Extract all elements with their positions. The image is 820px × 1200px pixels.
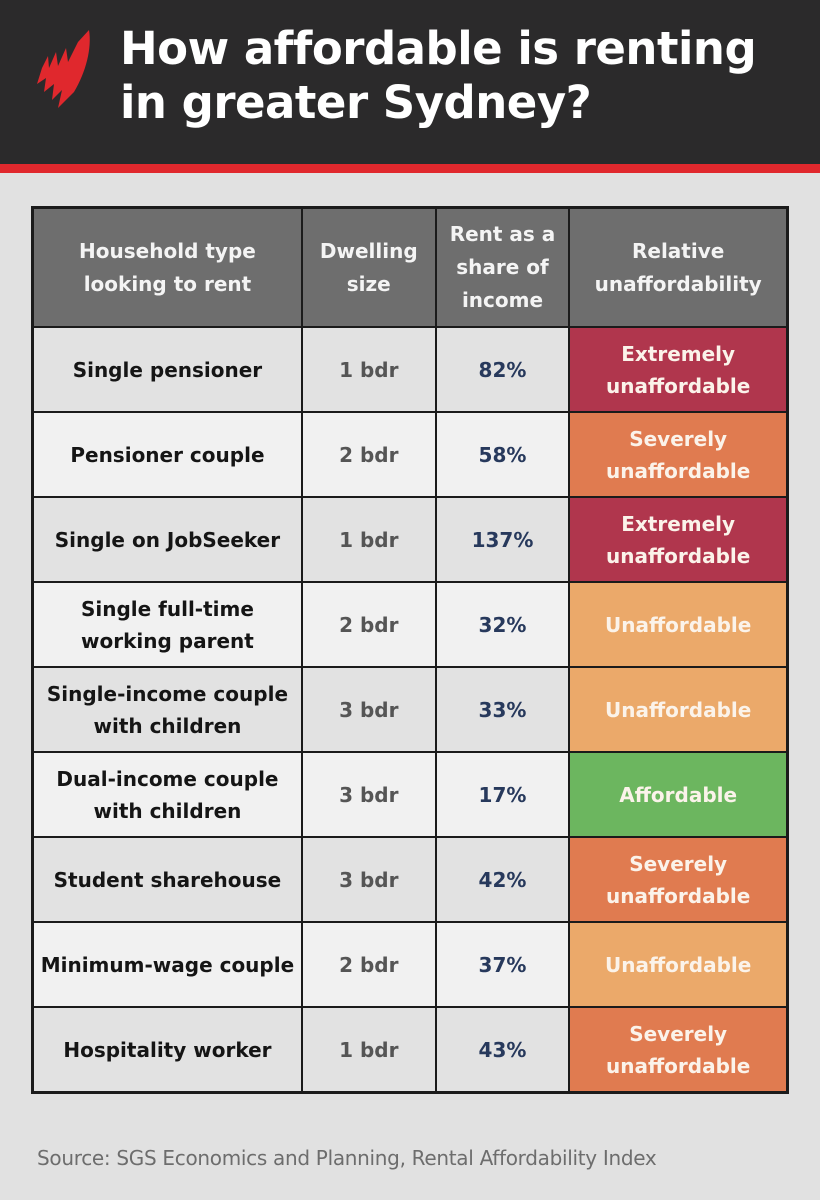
rating-cell: Severely unaffordable [568,836,789,923]
table-row: Student sharehouse 3 bdr 42% Severely un… [31,836,789,923]
household-cell: Minimum-wage couple [31,921,303,1008]
share-cell: 37% [434,921,571,1008]
sbs-logo-icon [37,30,90,108]
dwelling-cell: 1 bdr [300,496,437,583]
share-cell: 43% [434,1006,571,1094]
dwelling-cell: 2 bdr [300,921,437,1008]
table-row: Single full-time working parent 2 bdr 32… [31,581,789,668]
dwelling-cell: 1 bdr [300,326,437,413]
dwelling-cell: 2 bdr [300,411,437,498]
share-cell: 42% [434,836,571,923]
dwelling-cell: 3 bdr [300,836,437,923]
household-cell: Single full-time working parent [31,581,303,668]
table-row: Minimum-wage couple 2 bdr 37% Unaffordab… [31,921,789,1008]
household-cell: Single on JobSeeker [31,496,303,583]
household-cell: Single pensioner [31,326,303,413]
rating-cell: Extremely unaffordable [568,496,789,583]
dwelling-cell: 3 bdr [300,666,437,753]
dwelling-cell: 2 bdr [300,581,437,668]
rating-cell: Severely unaffordable [568,411,789,498]
column-header-dwelling: Dwelling size [300,206,437,328]
rating-cell: Unaffordable [568,581,789,668]
share-cell: 33% [434,666,571,753]
household-cell: Dual-income couple with children [31,751,303,838]
red-divider-stripe [0,164,820,173]
share-cell: 58% [434,411,571,498]
title-line-2: in greater Sydney? [120,76,592,129]
title-line-1: How affordable is renting [120,22,757,75]
dwelling-cell: 3 bdr [300,751,437,838]
household-cell: Single-income couple with children [31,666,303,753]
table-row: Single on JobSeeker 1 bdr 137% Extremely… [31,496,789,583]
rating-cell: Extremely unaffordable [568,326,789,413]
title-banner: How affordable is renting in greater Syd… [0,0,820,164]
column-header-rating: Relative unaffordability [568,206,789,328]
dwelling-cell: 1 bdr [300,1006,437,1094]
page-title: How affordable is renting in greater Syd… [120,22,757,130]
rating-cell: Severely unaffordable [568,1006,789,1094]
household-cell: Pensioner couple [31,411,303,498]
household-cell: Student sharehouse [31,836,303,923]
table-row: Single-income couple with children 3 bdr… [31,666,789,753]
table-row: Dual-income couple with children 3 bdr 1… [31,751,789,838]
share-cell: 82% [434,326,571,413]
rating-cell: Unaffordable [568,921,789,1008]
share-cell: 17% [434,751,571,838]
column-header-share: Rent as a share of income [434,206,571,328]
share-cell: 137% [434,496,571,583]
table-row: Hospitality worker 1 bdr 43% Severely un… [31,1006,789,1094]
affordability-table: Household type looking to rent Dwelling … [31,206,789,1094]
rating-cell: Affordable [568,751,789,838]
rating-cell: Unaffordable [568,666,789,753]
table-row: Pensioner couple 2 bdr 58% Severely unaf… [31,411,789,498]
column-header-household: Household type looking to rent [31,206,303,328]
household-cell: Hospitality worker [31,1006,303,1094]
table-row: Single pensioner 1 bdr 82% Extremely una… [31,326,789,413]
source-note: Source: SGS Economics and Planning, Rent… [37,1146,657,1170]
share-cell: 32% [434,581,571,668]
table-header-row: Household type looking to rent Dwelling … [31,206,789,328]
